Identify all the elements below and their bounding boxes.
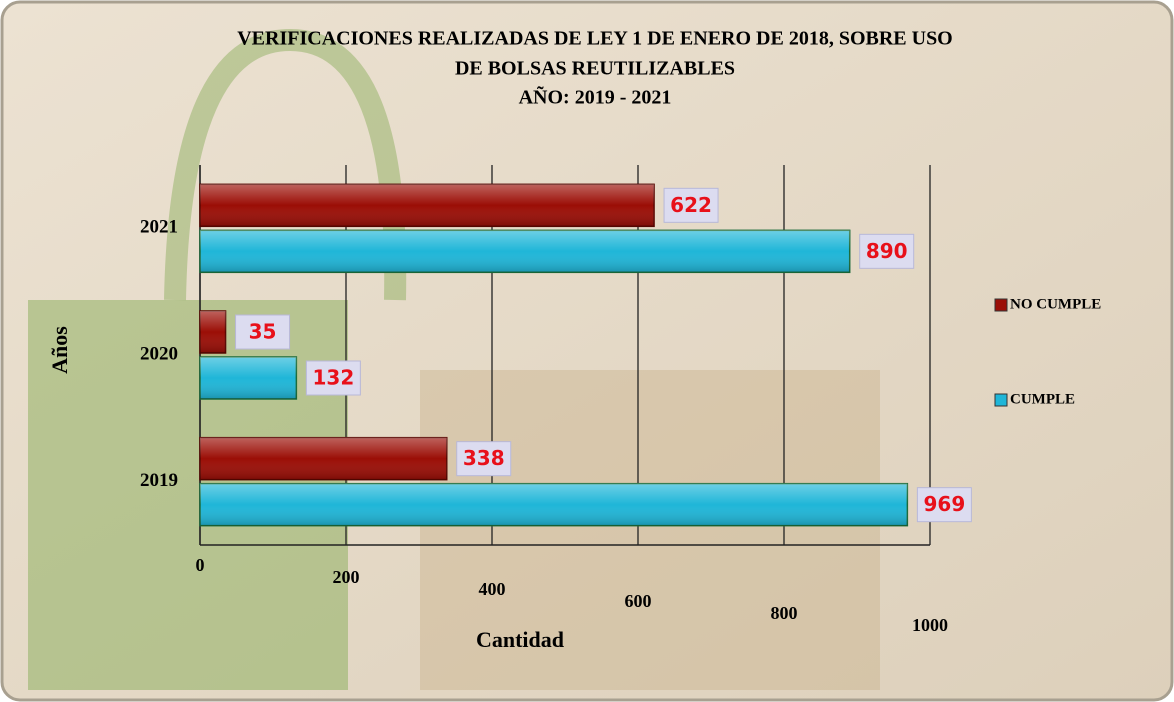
chart-subtitle: AÑO: 2019 - 2021 (519, 86, 672, 109)
data-label-box (305, 360, 361, 396)
data-label: 338 (463, 446, 505, 470)
data-label-box (456, 441, 512, 477)
data-label: 132 (312, 366, 354, 390)
bag-decoration (420, 370, 880, 690)
bar-shine (200, 184, 655, 227)
x-tick-label: 200 (333, 567, 360, 587)
bar-shine (200, 311, 226, 353)
bar-shine (200, 483, 908, 526)
x-tick-label: 1000 (912, 615, 948, 635)
bar-shine (200, 357, 297, 399)
data-label-box (235, 314, 291, 350)
data-label: 35 (249, 320, 277, 344)
legend-label: CUMPLE (1010, 391, 1075, 407)
data-label: 622 (670, 193, 712, 217)
data-label: 890 (866, 239, 908, 263)
data-label-box (859, 233, 915, 269)
x-tick-label: 0 (196, 555, 205, 575)
bar-shine (200, 230, 850, 273)
data-label: 969 (923, 492, 965, 516)
legend-label: NO CUMPLE (1010, 296, 1101, 312)
y-axis-label: Años (47, 326, 72, 374)
y-tick-label: 2021 (140, 217, 178, 238)
legend-swatch (994, 393, 1008, 407)
bag-handle (164, 28, 407, 301)
x-tick-label: 800 (771, 603, 798, 623)
x-tick-label: 600 (625, 591, 652, 611)
y-tick-label: 2019 (140, 470, 178, 491)
x-axis-label: Cantidad (476, 627, 564, 652)
chart-title: DE BOLSAS REUTILIZABLES (455, 58, 735, 80)
data-label-box (663, 187, 719, 223)
bar-shine (200, 437, 447, 480)
y-tick-label: 2020 (140, 343, 178, 364)
data-label-box (916, 487, 972, 523)
x-tick-label: 400 (479, 579, 506, 599)
chart-title: VERIFICACIONES REALIZADAS DE LEY 1 DE EN… (237, 28, 953, 50)
legend-swatch (994, 298, 1008, 312)
